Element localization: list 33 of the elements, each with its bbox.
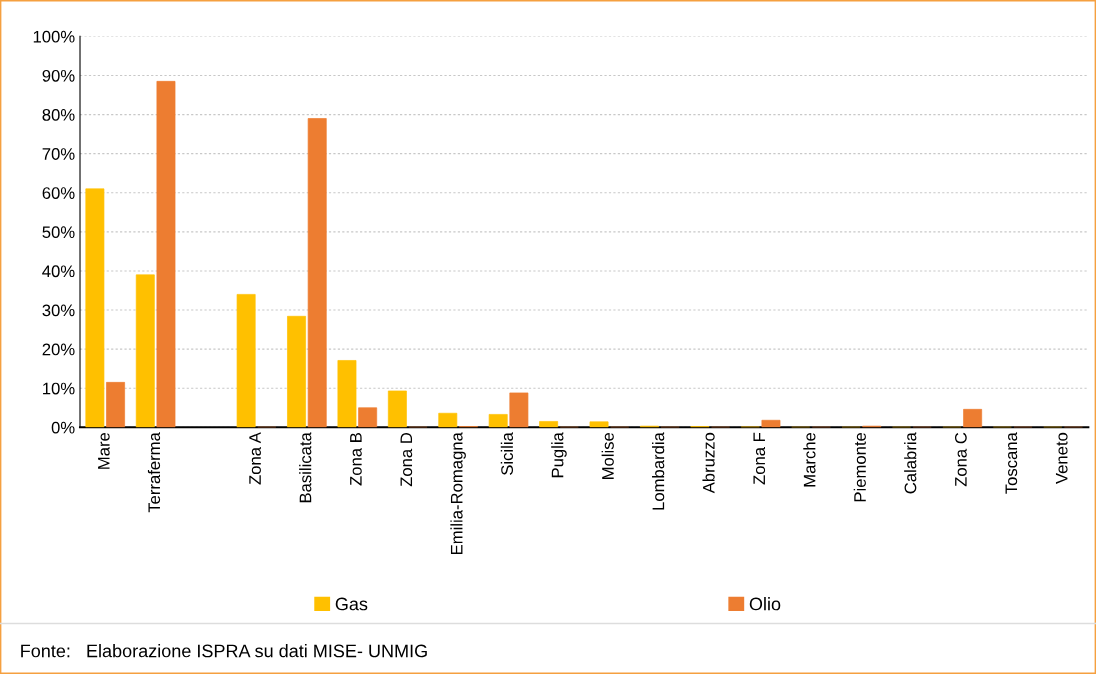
- x-tick-label: Veneto: [1055, 432, 1068, 485]
- x-tick-label: Toscana: [1005, 432, 1018, 494]
- y-tick-label: 30%: [42, 304, 75, 317]
- x-tick-label: Zona C: [954, 432, 967, 487]
- x-tick-label: Zona A: [249, 432, 261, 485]
- x-tick-label: Marche: [803, 432, 816, 487]
- source-note: Fonte: Elaborazione ISPRA su dati MISE- UNMIG: [21, 644, 427, 658]
- x-tick-label: Molise: [601, 432, 614, 479]
- x-tick-label: Piemonte: [853, 432, 866, 502]
- x-tick-label: Zona B: [350, 433, 362, 486]
- y-tick-label: 60%: [42, 187, 75, 199]
- y-tick-label: 70%: [42, 148, 75, 160]
- x-tick-label: Mare: [98, 432, 110, 469]
- x-tick-label: Basilicata: [299, 432, 312, 503]
- legend-label: Gas: [335, 597, 368, 611]
- x-tick-label: Sicilia: [500, 432, 514, 475]
- y-tick-label: 20%: [42, 343, 75, 356]
- x-tick-label: Zona D: [400, 432, 413, 487]
- x-tick-label: Terraferma: [147, 432, 161, 513]
- y-tick-label: 50%: [42, 226, 75, 239]
- y-tick-label: 0%: [51, 421, 75, 434]
- y-tick-label: 10%: [43, 382, 75, 395]
- x-tick-label: Lombardia: [652, 432, 665, 510]
- y-tick-label: 90%: [42, 69, 75, 82]
- y-tick-label: 40%: [42, 265, 75, 278]
- x-tick-label: Zona F: [753, 432, 766, 485]
- y-tick-label: 100%: [33, 30, 75, 43]
- x-tick-label: Emilia-Romagna: [450, 432, 466, 554]
- x-tick-label: Abruzzo: [702, 432, 715, 494]
- x-tick-label: Puglia: [551, 432, 567, 478]
- y-tick-label: 80%: [42, 108, 75, 121]
- legend-label: Olio: [749, 597, 781, 611]
- x-tick-label: Calabria: [904, 432, 917, 494]
